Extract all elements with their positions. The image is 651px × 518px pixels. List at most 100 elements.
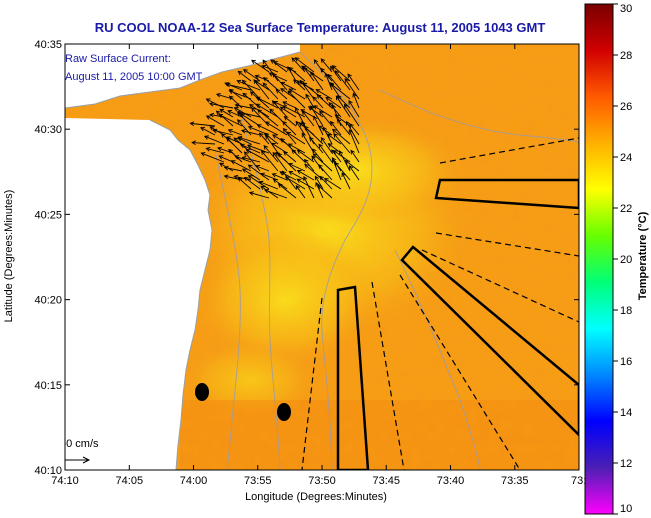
current-arrow: [312, 96, 324, 109]
current-arrow: [335, 95, 351, 118]
current-arrow: [315, 181, 324, 199]
x-tick-label: 73:55: [244, 475, 272, 487]
current-arrow: [296, 170, 315, 181]
current-arrow: [320, 137, 333, 154]
x-tick-label: 74:10: [51, 475, 79, 487]
current-arrow: [348, 99, 360, 118]
current-arrow: [296, 80, 315, 91]
x-tick-label: 73:35: [501, 475, 529, 487]
current-arrow: [234, 155, 252, 163]
current-arrow: [310, 105, 324, 127]
current-arrow: [283, 116, 297, 127]
current-arrow: [255, 164, 270, 172]
current-arrow: [331, 128, 351, 145]
current-arrow: [352, 92, 360, 109]
current-arrow: [319, 175, 333, 190]
current-arrow: [205, 147, 225, 154]
current-arrow: [309, 136, 324, 154]
colorbar-tick-label: 16: [620, 356, 632, 368]
plot-area: Raw Surface Current: August 11, 2005 10:…: [65, 44, 579, 470]
current-arrow: [218, 114, 243, 127]
map-title: RU COOL NOAA-12 Sea Surface Temperature:…: [94, 20, 546, 35]
current-arrow: [349, 123, 360, 136]
current-arrow: [282, 105, 306, 118]
current-arrow: [325, 96, 342, 109]
current-arrow: [245, 149, 270, 163]
current-arrow: [263, 145, 279, 163]
current-arrow: [223, 165, 243, 172]
x-tick-label: 73:40: [437, 475, 465, 487]
current-arrow: [212, 128, 234, 136]
current-arrow: [241, 79, 261, 100]
y-tick-label: 40:30: [34, 124, 62, 136]
current-arrow: [242, 69, 261, 82]
current-arrow: [303, 175, 315, 199]
current-arrow: [304, 158, 315, 172]
current-arrow: [313, 105, 333, 118]
y-axis: 40:35 40:30 40:25 40:20 40:15 40:10: [34, 39, 579, 477]
current-arrow: [348, 128, 360, 154]
current-arrow: [288, 67, 306, 82]
current-arrow: [318, 164, 333, 181]
current-arrow: [326, 133, 342, 145]
current-label-line2: August 11, 2005 10:00 GMT: [65, 71, 203, 83]
current-arrow: [261, 64, 279, 73]
current-arrow: [347, 73, 360, 91]
colorbar-tick-label: 12: [620, 458, 632, 470]
current-arrow: [263, 132, 279, 145]
current-arrow: [317, 184, 333, 199]
current-arrow: [248, 191, 270, 199]
current-arrow: [303, 125, 324, 145]
current-arrow: [291, 57, 306, 73]
current-arrow: [277, 183, 297, 199]
current-arrow: [318, 143, 333, 163]
current-arrow: [288, 162, 306, 172]
sampling-boxes: [336, 178, 579, 470]
current-arrow: [215, 110, 234, 127]
y-axis-label: Latitude (Degrees:Minutes): [3, 190, 15, 323]
current-arrow: [200, 127, 216, 136]
colorbar-tick-label: 14: [620, 407, 632, 419]
current-arrow: [323, 177, 342, 190]
colorbar-tick-label: 20: [620, 254, 632, 266]
current-arrow: [247, 175, 270, 190]
current-arrow: [233, 174, 252, 181]
current-arrow: [218, 155, 234, 163]
scale-arrow: [65, 456, 91, 464]
colorbar-tick-label: 30: [620, 3, 632, 15]
current-arrow: [260, 172, 279, 181]
current-arrow: [249, 91, 270, 109]
current-arrow: [282, 127, 297, 145]
current-arrow: [350, 149, 360, 163]
current-arrow: [327, 143, 342, 154]
y-tick-label: 40:15: [34, 380, 62, 392]
current-arrow: [296, 149, 315, 163]
current-arrow: [301, 110, 315, 127]
current-arrow: [256, 124, 279, 136]
current-arrow: [226, 137, 243, 154]
current-arrow: [284, 176, 306, 190]
colorbar-tick-label: 10: [620, 503, 632, 515]
current-arrow: [240, 129, 261, 136]
current-arrow: [271, 100, 288, 118]
current-arrow: [227, 109, 243, 118]
colorbar-tick-label: 18: [620, 305, 632, 317]
current-arrow: [237, 70, 252, 82]
current-arrow: [295, 185, 306, 199]
current-arrow: [314, 175, 324, 190]
current-arrow: [320, 58, 333, 73]
current-label-line1: Raw Surface Current:: [65, 53, 171, 65]
current-arrow: [279, 106, 297, 118]
current-arrow: [234, 103, 252, 109]
current-arrow: [334, 70, 351, 91]
current-arrow: [293, 79, 306, 91]
current-arrow: [301, 65, 324, 82]
y-tick-label: 40:10: [34, 465, 62, 477]
current-arrow: [247, 164, 270, 181]
current-arrow: [294, 57, 315, 73]
current-arrow: [258, 132, 270, 145]
current-arrow: [203, 135, 225, 145]
current-arrow: [189, 121, 216, 127]
x-axis-label: Longitude (Degrees:Minutes): [245, 491, 387, 503]
current-arrow: [258, 180, 279, 190]
